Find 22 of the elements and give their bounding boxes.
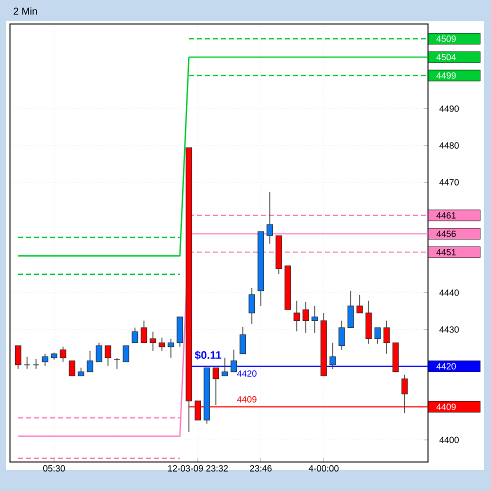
- ref-line-label: 4499: [436, 72, 456, 79]
- y-tick-label: 4470: [439, 179, 459, 186]
- annotation: 4409: [237, 396, 256, 403]
- ref-line-label: 4509: [436, 36, 456, 42]
- x-tick-label: 12-03-09 23:32: [168, 465, 228, 472]
- annotation: 4420: [237, 370, 257, 377]
- y-tick-label: 4400: [439, 436, 459, 444]
- ref-line-label: 4461: [436, 212, 456, 219]
- ref-line-label: 4504: [436, 54, 456, 60]
- ref-line-label: 4420: [436, 363, 456, 370]
- y-tick-label: 4430: [439, 326, 459, 333]
- y-tick-label: 4480: [439, 142, 459, 149]
- ref-line-label: 4451: [436, 249, 456, 256]
- ref-line-label: 4409: [436, 404, 456, 410]
- y-tick-label: 4440: [439, 290, 459, 296]
- y-tick-label: 4490: [439, 105, 459, 112]
- annotation: $0.11: [194, 350, 222, 360]
- x-tick-label: 4-00:00: [308, 465, 339, 472]
- x-tick-label: 05:30: [43, 465, 65, 472]
- x-tick-label: 23:46: [250, 465, 272, 472]
- chart-title: 2 Min: [14, 7, 37, 15]
- ref-line-label: 4456: [436, 230, 456, 237]
